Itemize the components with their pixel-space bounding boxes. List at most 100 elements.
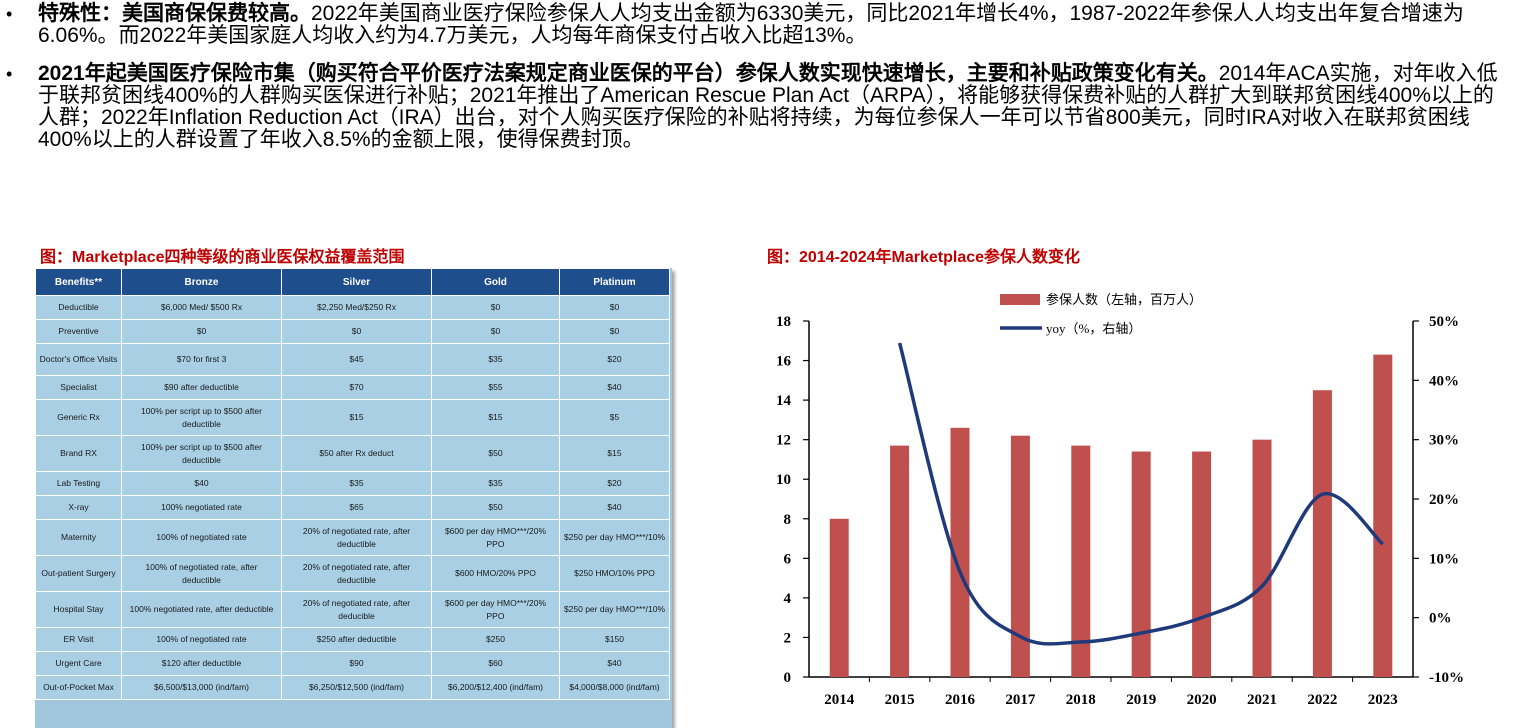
table-row-label: Lab Testing bbox=[35, 471, 122, 496]
bullet-heading: 特殊性：美国商保保费较高。 bbox=[38, 2, 311, 25]
table-cell: $45 bbox=[281, 343, 432, 376]
table-cell: $600 HMO/20% PPO bbox=[431, 555, 560, 592]
left-tick-label: 18 bbox=[776, 314, 791, 330]
x-tick-label: 2021 bbox=[1247, 692, 1277, 708]
table-cell: $6,000 Med/ $500 Rx bbox=[121, 295, 282, 320]
bar-enrollment bbox=[1010, 435, 1030, 677]
table-row: Doctor's Office Visits $70 for first 3 $45… bbox=[35, 343, 670, 376]
table-header-cell: Gold bbox=[431, 268, 560, 296]
table-cell: $250 HMO/10% PPO bbox=[559, 555, 670, 592]
x-tick-label: 2018 bbox=[1066, 692, 1096, 708]
table-cell: $600 per day HMO***/20% PPO bbox=[431, 591, 560, 628]
table-cell: 20% of negotiated rate, after deducible bbox=[281, 591, 432, 628]
right-tick-label: 0% bbox=[1429, 611, 1452, 627]
table-row: Preventive $0 $0 $0 $0 bbox=[35, 319, 670, 344]
table-row-label: Urgent Care bbox=[35, 651, 122, 676]
table-row: Generic Rx 100% per script up to $500 aft… bbox=[35, 399, 670, 436]
x-tick-label: 2023 bbox=[1368, 692, 1398, 708]
bullet-heading: 2021年起美国医疗保险市集（购买符合平价医疗法案规定商业医保的平台）参保人数实… bbox=[38, 62, 1219, 85]
table-cell: $6,250/$12,500 (ind/fam) bbox=[281, 675, 432, 700]
table-row: Brand RX 100% per script up to $500 after… bbox=[35, 435, 670, 472]
table-row: Hospital Stay 100% negotiated rate, after… bbox=[35, 591, 670, 628]
table-cell: 100% of negotiated rate, after deductibl… bbox=[121, 555, 282, 592]
table-row-label: Deductible bbox=[35, 295, 122, 320]
chart-figure-title: 图：2014-2024年Marketplace参保人数变化 bbox=[767, 249, 1081, 266]
bar-enrollment bbox=[1131, 451, 1151, 677]
left-tick-label: 2 bbox=[784, 630, 792, 646]
table-row-label: Generic Rx bbox=[35, 399, 122, 436]
table-row-label: Out-patient Surgery bbox=[35, 555, 122, 592]
table-header-cell: Silver bbox=[281, 268, 432, 296]
table-cell: $50 bbox=[431, 495, 560, 520]
x-tick-label: 2020 bbox=[1187, 692, 1217, 708]
left-tick-label: 10 bbox=[776, 472, 791, 488]
table-cell: $15 bbox=[559, 435, 670, 472]
table-cell: $90 after deductible bbox=[121, 375, 282, 400]
x-tick-label: 2022 bbox=[1307, 692, 1337, 708]
table-row-label: ER Visit bbox=[35, 627, 122, 652]
table-cell: $40 bbox=[559, 495, 670, 520]
table-cell: 20% of negotiated rate, after deductible bbox=[281, 519, 432, 556]
table-cell: $0 bbox=[281, 319, 432, 344]
legend-label-line: yoy（%，右轴） bbox=[1046, 321, 1141, 336]
table-cell: $6,500/$13,000 (ind/fam) bbox=[121, 675, 282, 700]
table-row-label: Hospital Stay bbox=[35, 591, 122, 628]
x-tick-label: 2019 bbox=[1126, 692, 1156, 708]
table-cell: $2,250 Med/$250 Rx bbox=[281, 295, 432, 320]
table-cell: $20 bbox=[559, 471, 670, 496]
right-tick-label: 40% bbox=[1429, 373, 1459, 389]
bar-enrollment bbox=[950, 427, 970, 677]
table-row-label: Specialist bbox=[35, 375, 122, 400]
bullet-item-marketplace: • 2021年起美国医疗保险市集（购买符合平价医疗法案规定商业医保的平台）参保人… bbox=[0, 63, 1513, 151]
table-cell: 20% of negotiated rate, after deductible bbox=[281, 555, 432, 592]
table-cell: $0 bbox=[559, 319, 670, 344]
x-tick-label: 2017 bbox=[1005, 692, 1036, 708]
table-cell: $250 per day HMO***/10% bbox=[559, 519, 670, 556]
table-cell: $50 after Rx deduct bbox=[281, 435, 432, 472]
legend-swatch-bar bbox=[1000, 294, 1040, 305]
table-cell: $50 bbox=[431, 435, 560, 472]
table-cell: $20 bbox=[559, 343, 670, 376]
table-cell: $55 bbox=[431, 375, 560, 400]
benefits-table-panel: Benefits** Bronze Silver Gold Platinum Deduc… bbox=[35, 268, 672, 728]
table-row-label: Brand RX bbox=[35, 435, 122, 472]
left-tick-label: 8 bbox=[784, 512, 792, 528]
table-cell: $40 bbox=[559, 375, 670, 400]
table-cell: $250 per day HMO***/10% bbox=[559, 591, 670, 628]
table-cell: $600 per day HMO***/20% PPO bbox=[431, 519, 560, 556]
bullet-marker: • bbox=[6, 4, 13, 24]
table-row: ER Visit 100% of negotiated rate $250 afte… bbox=[35, 627, 670, 652]
table-cell: $35 bbox=[281, 471, 432, 496]
table-cell: $5 bbox=[559, 399, 670, 436]
x-tick-label: 2014 bbox=[824, 692, 855, 708]
x-tick-label: 2015 bbox=[885, 692, 915, 708]
table-body: Deductible $6,000 Med/ $500 Rx $2,250 Med/… bbox=[35, 295, 670, 700]
table-cell: $40 bbox=[559, 651, 670, 676]
table-row: Specialist $90 after deductible $70 $55 $40 bbox=[35, 375, 670, 400]
table-row-label: X-ray bbox=[35, 495, 122, 520]
right-tick-label: 10% bbox=[1429, 551, 1459, 567]
table-cell: $15 bbox=[281, 399, 432, 436]
right-tick-label: 50% bbox=[1429, 314, 1459, 330]
table-cell: 100% per script up to $500 after deducti… bbox=[121, 399, 282, 436]
table-header-cell: Platinum bbox=[559, 268, 670, 296]
marketplace-enrollment-chart: 0 2 4 6 8 10 12 14 16 18 -10% 0% 10% 20% 30% 40% 50% 2014… bbox=[776, 292, 1464, 708]
table-cell: $0 bbox=[431, 295, 560, 320]
table-cell: $250 after deductible bbox=[281, 627, 432, 652]
table-cell: 100% of negotiated rate bbox=[121, 627, 282, 652]
table-row: Urgent Care $120 after deductible $90 $60 $4… bbox=[35, 651, 670, 676]
bar-enrollment bbox=[1192, 451, 1212, 677]
table-cell: $70 bbox=[281, 375, 432, 400]
left-tick-label: 12 bbox=[776, 433, 791, 449]
table-row: Out-patient Surgery 100% of negotiated ra… bbox=[35, 555, 670, 592]
table-cell: $70 for first 3 bbox=[121, 343, 282, 376]
table-cell: 100% per script up to $500 after deducti… bbox=[121, 435, 282, 472]
bar-enrollment bbox=[1071, 445, 1091, 677]
table-row: Deductible $6,000 Med/ $500 Rx $2,250 Med/… bbox=[35, 295, 670, 320]
legend-label-bar: 参保人数（左轴，百万人） bbox=[1046, 292, 1202, 307]
table-cell: $35 bbox=[431, 471, 560, 496]
table-header-cell: Benefits** bbox=[35, 268, 122, 296]
left-tick-label: 6 bbox=[784, 551, 792, 567]
table-cell: $250 bbox=[431, 627, 560, 652]
left-tick-label: 4 bbox=[784, 591, 792, 607]
